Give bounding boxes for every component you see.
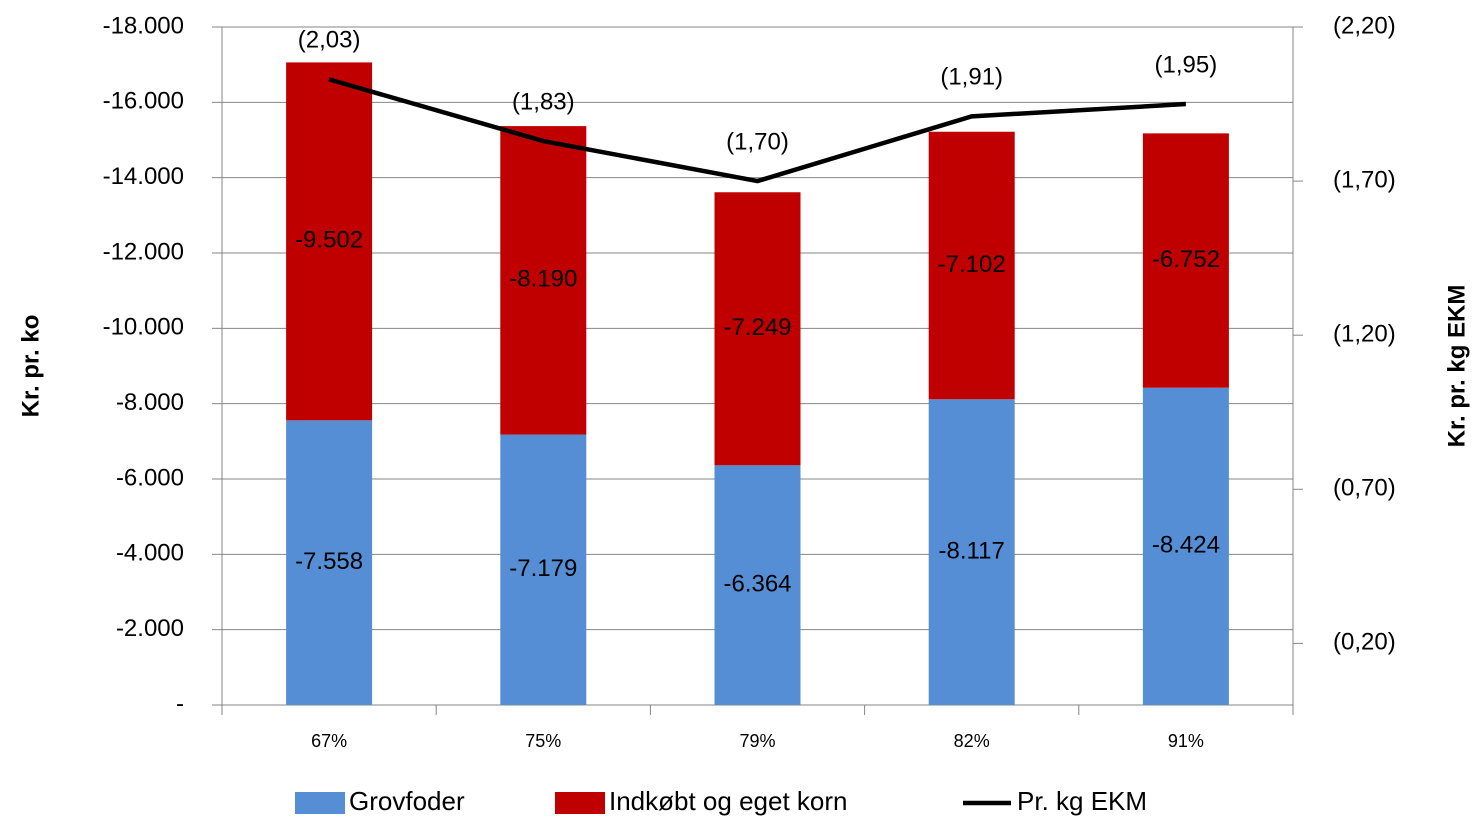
y-axis-title: Kr. pr. ko (17, 315, 44, 418)
bar (714, 465, 801, 705)
y-tick-label: - (176, 690, 184, 717)
y-tick-label: -6.000 (116, 464, 184, 491)
x-tick-label: 75% (525, 731, 561, 751)
bar-value-label: -9.502 (295, 227, 363, 254)
bar-value-label: -7.179 (509, 555, 577, 582)
bar-value-label: -6.752 (1152, 246, 1220, 273)
bar-value-label: -8.424 (1152, 532, 1220, 559)
line-value-label: (1,91) (940, 64, 1003, 91)
bar (1142, 387, 1229, 705)
legend-label: Grovfoder (349, 786, 465, 816)
line (328, 77, 1187, 184)
y2-tick-label: (2,20) (1333, 12, 1396, 39)
bar (928, 399, 1015, 705)
y2-tick-label: (0,70) (1333, 475, 1396, 502)
bar (286, 420, 373, 705)
legend-swatch (295, 792, 345, 814)
x-tick-label: 79% (739, 731, 775, 751)
legend-swatch (555, 792, 605, 814)
y-tick-label: -18.000 (103, 12, 184, 39)
y2-axis-title: Kr. pr. kg EKM (1443, 285, 1470, 448)
y-tick-label: -2.000 (116, 615, 184, 642)
line-value-label: (1,70) (726, 128, 789, 155)
bar (714, 192, 801, 466)
x-tick-label: 91% (1168, 731, 1204, 751)
y-tick-label: -10.000 (103, 314, 184, 341)
x-tick-label: 67% (311, 731, 347, 751)
legend-label: Pr. kg EKM (1017, 786, 1147, 816)
bar-value-label: -7.102 (938, 251, 1006, 278)
legend-label: Indkøbt og eget korn (609, 786, 847, 816)
bar-value-label: -8.190 (509, 266, 577, 293)
x-tick-label: 82% (954, 731, 990, 751)
bar (500, 126, 587, 435)
y-tick-label: -14.000 (103, 163, 184, 190)
bar (1142, 133, 1229, 388)
y2-tick-label: (0,20) (1333, 629, 1396, 656)
y-tick-label: -4.000 (116, 540, 184, 567)
line-value-label: (1,83) (512, 88, 575, 115)
line-value-label: (1,95) (1155, 51, 1218, 78)
y-tick-label: -16.000 (103, 88, 184, 115)
bar (500, 434, 587, 705)
bar-value-label: -7.249 (723, 314, 791, 341)
bar (286, 62, 373, 421)
y2-tick-label: (1,70) (1333, 166, 1396, 193)
bar-value-label: -8.117 (939, 537, 1005, 564)
y-tick-label: -12.000 (103, 238, 184, 265)
bar-value-label: -7.558 (295, 548, 363, 575)
line-value-label: (2,03) (298, 27, 361, 54)
y2-tick-label: (1,20) (1333, 321, 1396, 348)
y-tick-label: -8.000 (116, 389, 184, 416)
bar-value-label: -6.364 (723, 570, 791, 597)
bar (928, 131, 1015, 400)
